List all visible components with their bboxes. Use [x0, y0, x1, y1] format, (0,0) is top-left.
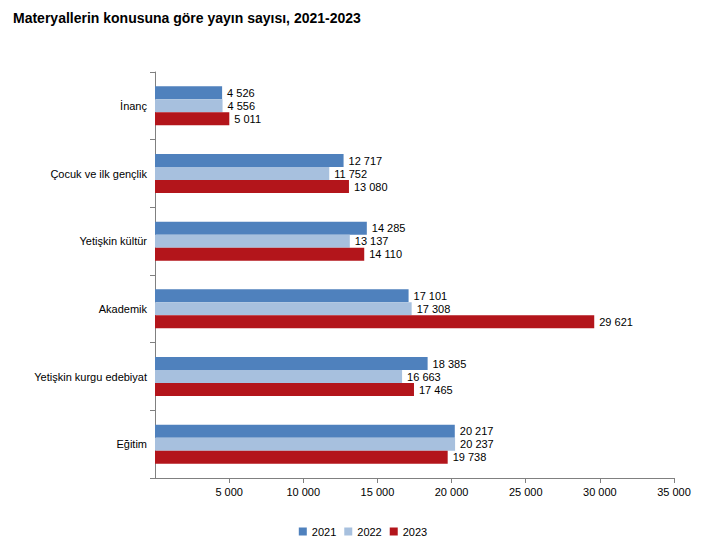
- svg-text:17 308: 17 308: [417, 303, 451, 315]
- svg-text:14 110: 14 110: [369, 248, 402, 260]
- svg-text:Akademik: Akademik: [99, 303, 148, 315]
- svg-text:Yetişkin kültür: Yetişkin kültür: [80, 235, 148, 247]
- svg-text:12 717: 12 717: [349, 155, 383, 167]
- svg-text:2023: 2023: [403, 526, 427, 538]
- svg-text:2022: 2022: [357, 526, 381, 538]
- svg-text:Çocuk ve ilk gençlik: Çocuk ve ilk gençlik: [50, 168, 147, 180]
- svg-text:14 285: 14 285: [372, 222, 406, 234]
- svg-text:4 526: 4 526: [227, 87, 255, 99]
- svg-text:13 137: 13 137: [355, 235, 389, 247]
- svg-text:29 621: 29 621: [599, 316, 633, 328]
- svg-text:Materyallerin konusuna göre ya: Materyallerin konusuna göre yayın sayısı…: [13, 10, 361, 26]
- svg-text:20 237: 20 237: [460, 438, 494, 450]
- svg-text:2021: 2021: [312, 526, 336, 538]
- svg-text:İnanç: İnanç: [120, 100, 147, 112]
- svg-text:11 752: 11 752: [334, 168, 367, 180]
- svg-text:18 385: 18 385: [433, 358, 467, 370]
- svg-text:20 217: 20 217: [460, 425, 494, 437]
- svg-text:5 000: 5 000: [215, 486, 243, 498]
- svg-text:4 556: 4 556: [228, 100, 256, 112]
- svg-text:35 000: 35 000: [657, 486, 691, 498]
- svg-text:25 000: 25 000: [509, 486, 543, 498]
- svg-text:17 101: 17 101: [414, 290, 448, 302]
- svg-text:Yetişkin kurgu edebiyat: Yetişkin kurgu edebiyat: [34, 371, 147, 383]
- svg-text:20 000: 20 000: [435, 486, 469, 498]
- svg-text:13 080: 13 080: [354, 181, 388, 193]
- svg-text:5 011: 5 011: [234, 113, 261, 125]
- svg-text:10 000: 10 000: [286, 486, 320, 498]
- svg-text:15 000: 15 000: [361, 486, 395, 498]
- svg-text:16 663: 16 663: [407, 371, 441, 383]
- svg-text:30 000: 30 000: [583, 486, 617, 498]
- svg-text:19 738: 19 738: [453, 451, 487, 463]
- svg-text:Eğitim: Eğitim: [116, 438, 147, 450]
- svg-text:17 465: 17 465: [419, 384, 453, 396]
